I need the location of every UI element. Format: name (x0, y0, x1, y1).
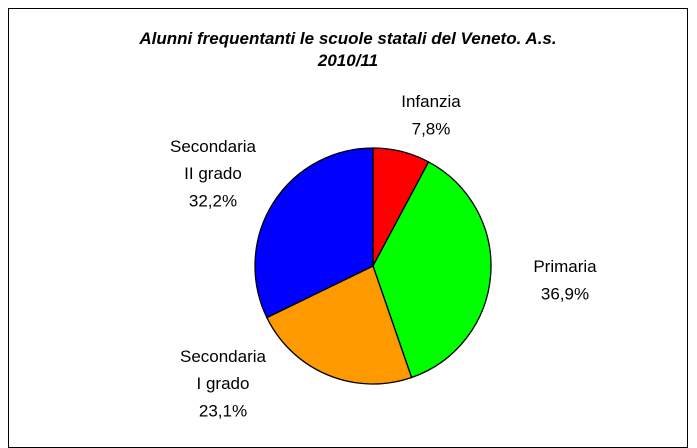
chart: Infanzia 7,8% Primaria 36,9% Secondaria I gra… (170, 92, 597, 420)
slice-label: Secondaria I grado (180, 347, 267, 393)
slice-value-label: 32,2% (189, 191, 237, 210)
chart-title: Alunni frequentanti le scuole statali de… (139, 29, 557, 70)
slice-value-label: 7,8% (412, 119, 451, 138)
pie-slice (254, 147, 374, 319)
slice-value-label: 23,1% (199, 401, 247, 420)
page: Alunni frequentanti le scuole statali de… (8, 8, 688, 448)
slice-label: Infanzia (401, 92, 461, 111)
slice-label: Primaria (533, 257, 597, 276)
pie-slice (266, 265, 413, 385)
slice-value-label: 36,9% (541, 284, 589, 303)
pie-slice (372, 161, 492, 379)
slice-label: Secondaria II grado (170, 137, 257, 183)
